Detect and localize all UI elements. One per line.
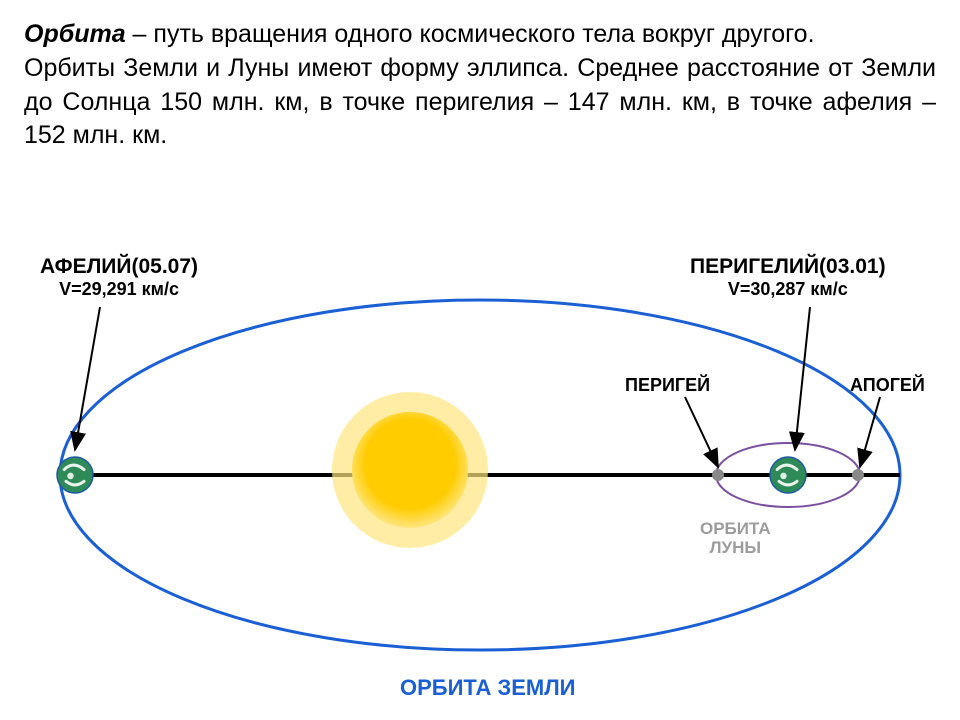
sun-icon [352,412,468,528]
perigee-arrow [685,397,718,467]
perihelion-title: ПЕРИГЕЛИЙ(03.01) [690,255,886,279]
perigee-label: ПЕРИГЕЙ [625,375,710,396]
term-orbit: Орбита [24,20,126,48]
aphelion-title: АФЕЛИЙ(05.07) [40,255,198,279]
moon-orbit-label: ОРБИТА ЛУНЫ [700,520,771,557]
definition-text-2: Орбиты Земли и Луны имеют форму эллипса.… [24,54,936,150]
aphelion-arrow [75,307,100,450]
moon-orbit-label-l2: ЛУНЫ [710,538,761,557]
perigee-dot [712,469,724,481]
earth-orbit-label: ОРБИТА ЗЕМЛИ [400,675,576,701]
earth-aphelion-icon [57,457,93,493]
orbit-diagram: АФЕЛИЙ(05.07) V=29,291 км/с ПЕРИГЕЛИЙ(03… [0,245,960,705]
perihelion-arrow [795,307,810,450]
definition-text-1: – путь вращения одного космического тела… [126,20,815,48]
apogee-label: АПОГЕЙ [850,375,925,396]
orbit-svg [0,245,960,705]
aphelion-velocity: V=29,291 км/с [40,279,198,300]
perihelion-label: ПЕРИГЕЛИЙ(03.01) V=30,287 км/с [690,255,886,300]
earth-perihelion-icon [770,457,806,493]
perihelion-velocity: V=30,287 км/с [690,279,886,300]
moon-orbit-label-l1: ОРБИТА [700,519,771,538]
apogee-dot [852,469,864,481]
aphelion-label: АФЕЛИЙ(05.07) V=29,291 км/с [40,255,198,300]
apogee-arrow [860,397,880,467]
definition-paragraph: Орбита – путь вращения одного космическо… [24,18,936,153]
